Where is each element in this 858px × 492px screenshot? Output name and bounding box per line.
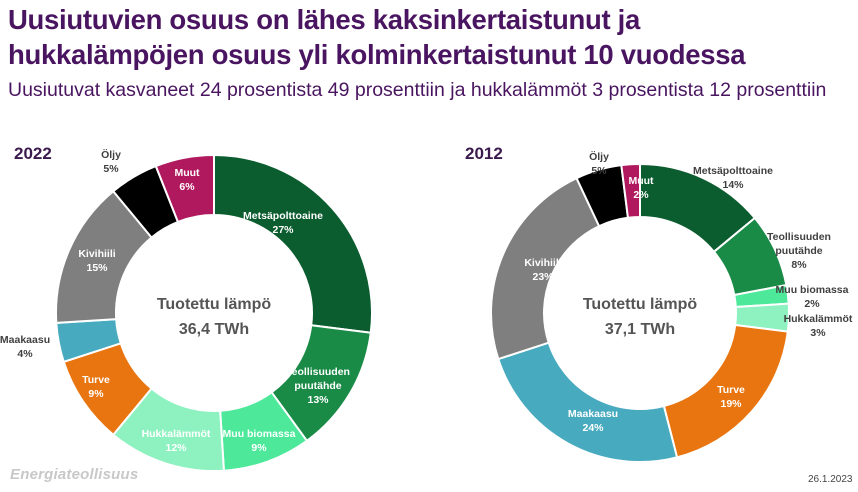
- slice-2022-metsapolttoaine: [213, 153, 373, 334]
- slice-label-2022-muu-biomassa: Muu biomassa 9%: [223, 428, 296, 454]
- center-label-2012: Tuotettu lämpö: [583, 296, 698, 313]
- subtitle: Uusiutuvat kasvaneet 24 prosentista 49 p…: [8, 79, 827, 101]
- slice-label-2012-turve: Turve 19%: [717, 384, 745, 410]
- title-line-1: Uusiutuvien osuus on lähes kaksinkertais…: [8, 4, 641, 35]
- slice-label-2022-muut: Muut 6%: [174, 167, 200, 193]
- center-value-2022: 36,4 TWh: [179, 321, 249, 338]
- slice-label-2012-metsapolttoaine: Metsäpolttoaine 14%: [693, 165, 773, 191]
- center-value-2012: 37,1 TWh: [605, 321, 675, 338]
- slice-label-2022-maakaasu: Maakaasu 4%: [0, 334, 50, 360]
- center-label-2022: Tuotettu lämpö: [157, 296, 272, 313]
- slice-label-2022-hukkalammot: Hukkalämmöt 12%: [142, 428, 211, 454]
- footer-date: 26.1.2023: [808, 474, 853, 485]
- slice-label-2012-muu-biomassa: Muu biomassa 2%: [776, 284, 849, 310]
- slice-2012-muut: [620, 162, 641, 219]
- slice-label-2012-hukkalammot: Hukkalämmöt 3%: [784, 313, 853, 339]
- slice-2022-muut: [154, 153, 215, 224]
- slice-label-2022-kivihiili: Kivihiili 15%: [78, 248, 115, 274]
- slice-label-2022-turve: Turve 9%: [82, 374, 110, 400]
- slice-2012-kivihiili: [490, 176, 601, 361]
- slice-label-2012-oljy: Öljy 5%: [589, 150, 609, 177]
- title-line-2: hukkalämpöjen osuus yli kolminkertaistun…: [8, 39, 746, 70]
- slice-label-2022-oljy: Öljy 5%: [101, 148, 121, 175]
- year-label-2022: 2022: [14, 144, 52, 163]
- brand-logo-text: Energiateollisuus: [10, 466, 139, 483]
- slice-label-2022-teollisuuden-puutahde: Teollisuuden puutähde 13%: [286, 366, 350, 406]
- slice-label-2022-metsapolttoaine: Metsäpolttoaine 27%: [243, 210, 323, 236]
- slice-label-2012-muut: Muut 2%: [628, 175, 654, 201]
- slice-2012-maakaasu: [497, 341, 679, 463]
- page-title: Uusiutuvien osuus on lähes kaksinkertais…: [8, 2, 853, 72]
- slice-label-2012-kivihiili: Kivihiili 23%: [524, 257, 561, 283]
- slice-label-2012-maakaasu: Maakaasu 24%: [568, 408, 618, 434]
- slice-label-2012-teollisuuden-puutahde: Teollisuuden puutähde 8%: [767, 231, 831, 271]
- year-label-2012: 2012: [465, 144, 503, 163]
